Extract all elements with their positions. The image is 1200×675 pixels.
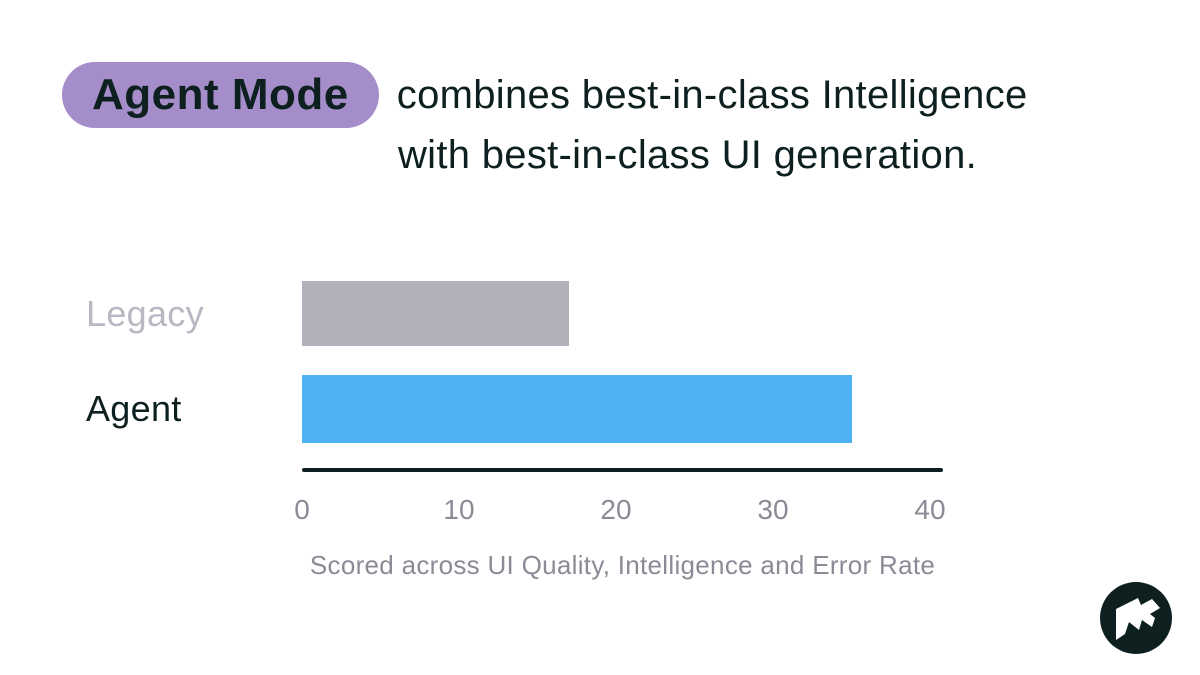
bar-label-legacy: Legacy	[86, 292, 204, 334]
headline-line1-row: Agent Mode combines best-in-class Intell…	[62, 62, 1028, 128]
x-axis-tick: 0	[294, 494, 310, 525]
chart-caption: Scored across UI Quality, Intelligence a…	[309, 550, 936, 580]
x-axis-line	[302, 468, 943, 472]
chart-row-agent: Agent	[86, 375, 930, 443]
bar-agent	[302, 375, 852, 443]
x-axis-ticks: 0 10 20 30 40	[294, 494, 945, 528]
x-axis-tick: 30	[757, 494, 789, 525]
headline-line1: combines best-in-class Intelligence	[396, 72, 1028, 117]
brand-logo	[1100, 582, 1172, 654]
chart-row-legacy: Legacy	[86, 281, 930, 346]
bar-track-legacy	[302, 281, 930, 346]
x-axis-tick: 20	[600, 494, 632, 525]
x-axis-tick: 10	[443, 494, 475, 525]
flag-icon	[1100, 582, 1172, 654]
agent-mode-badge: Agent Mode	[62, 62, 379, 128]
bar-legacy	[302, 281, 569, 346]
bar-label-agent: Agent	[86, 388, 182, 429]
bar-track-agent	[302, 375, 930, 443]
headline-line2: with best-in-class UI generation.	[398, 133, 978, 177]
x-axis-tick: 40	[914, 494, 946, 525]
